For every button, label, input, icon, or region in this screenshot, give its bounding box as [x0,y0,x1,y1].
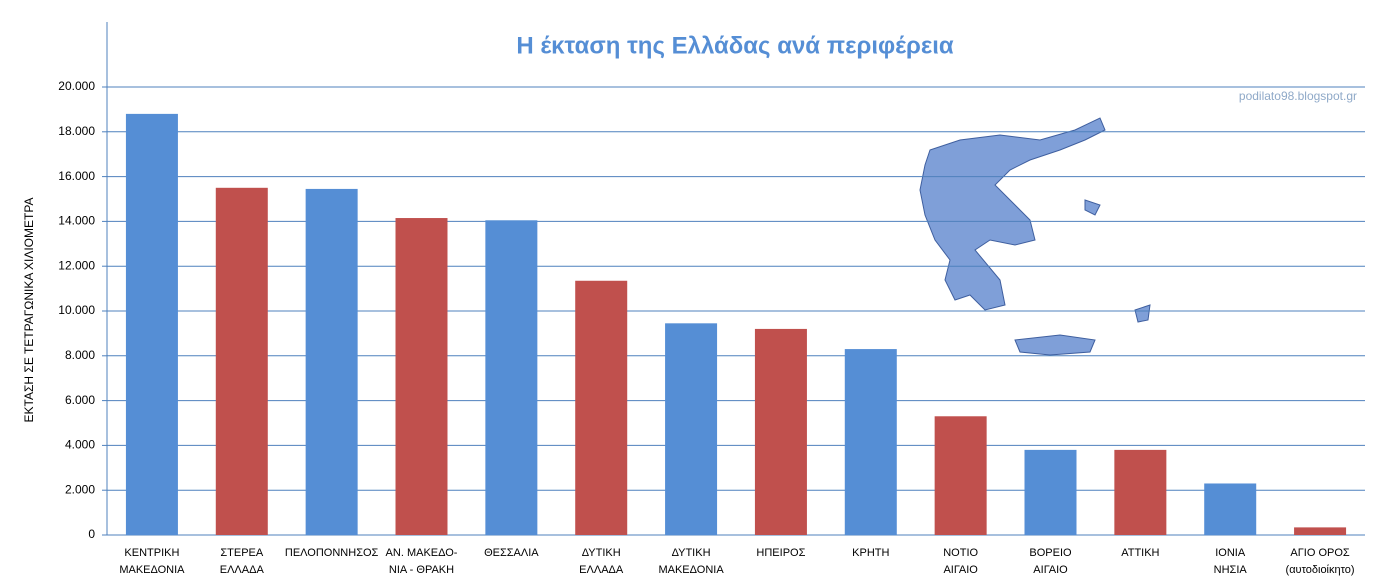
x-tick-label: ΑΙΓΑΙΟ [943,564,978,576]
x-tick-label: ΝΙΑ - ΘΡΑΚΗ [389,564,454,576]
x-tick-label: ΒΟΡΕΙΟ [1029,547,1072,559]
bar [844,349,897,535]
y-tick-label: 2.000 [65,482,95,496]
x-tick-label: ΑΝ. ΜΑΚΕΔΟ- [386,547,458,559]
x-tick-label: ΑΙΓΑΙΟ [1033,564,1068,576]
x-tick-label: ΔΥΤΙΚΗ [672,547,711,559]
y-tick-label: 20.000 [58,79,95,93]
x-tick-label: ΔΥΤΙΚΗ [582,547,621,559]
y-tick-label: 4.000 [65,438,95,452]
bar [934,416,987,535]
x-tick-label: ΝΗΣΙΑ [1214,564,1248,576]
y-tick-label: 10.000 [58,303,95,317]
y-tick-label: 16.000 [58,169,95,183]
bar [665,323,718,535]
y-tick-label: 14.000 [58,214,95,228]
y-axis-label: ΕΚΤΑΣΗ ΣΕ ΤΕΤΡΑΓΩΝΙΚΑ ΧΙΛΙΟΜΕΤΡΑ [22,198,36,423]
x-tick-label: ΕΛΛΑΔΑ [220,564,265,576]
y-tick-label: 12.000 [58,258,95,272]
x-tick-label: ΘΕΣΣΑΛΙΑ [484,547,539,559]
y-tick-label: 8.000 [65,348,95,362]
x-tick-label: ΚΕΝΤΡΙΚΗ [124,547,179,559]
bar [754,328,807,535]
bar [125,113,178,535]
bar [1114,449,1167,535]
x-tick-label: ΕΛΛΑΔΑ [579,564,624,576]
bar [575,280,628,535]
x-tick-label: ΜΑΚΕΔΟΝΙΑ [658,564,724,576]
x-tick-label: (αυτοδιοίκητο) [1286,564,1355,576]
bar [305,188,358,536]
x-tick-label: ΚΡΗΤΗ [852,547,889,559]
x-tick-label: ΠΕΛΟΠΟΝΝΗΣΟΣ [285,547,379,559]
bar [1204,483,1257,535]
x-tick-label: ΝΟΤΙΟ [943,547,978,559]
y-tick-label: 6.000 [65,393,95,407]
x-tick-label: ΑΤΤΙΚΗ [1121,547,1159,559]
bar [215,187,268,536]
x-tick-label: ΑΓΙΟ ΟΡΟΣ [1290,547,1350,559]
x-tick-label: ΜΑΚΕΔΟΝΙΑ [119,564,185,576]
y-tick-label: 0 [88,527,95,541]
bar [1024,449,1077,535]
chart-title: Η έκταση της Ελλάδας ανά περιφέρεια [516,32,954,59]
bar [1294,527,1347,535]
y-tick-label: 18.000 [58,124,95,138]
bar [485,220,538,535]
watermark: podilato98.blogspot.gr [1239,89,1357,103]
bar [395,218,448,536]
x-tick-label: ΣΤΕΡΕΑ [220,547,264,559]
x-tick-label: ΗΠΕΙΡΟΣ [756,547,805,559]
x-tick-label: ΙΟΝΙΑ [1215,547,1246,559]
map-illustration [919,117,1151,356]
